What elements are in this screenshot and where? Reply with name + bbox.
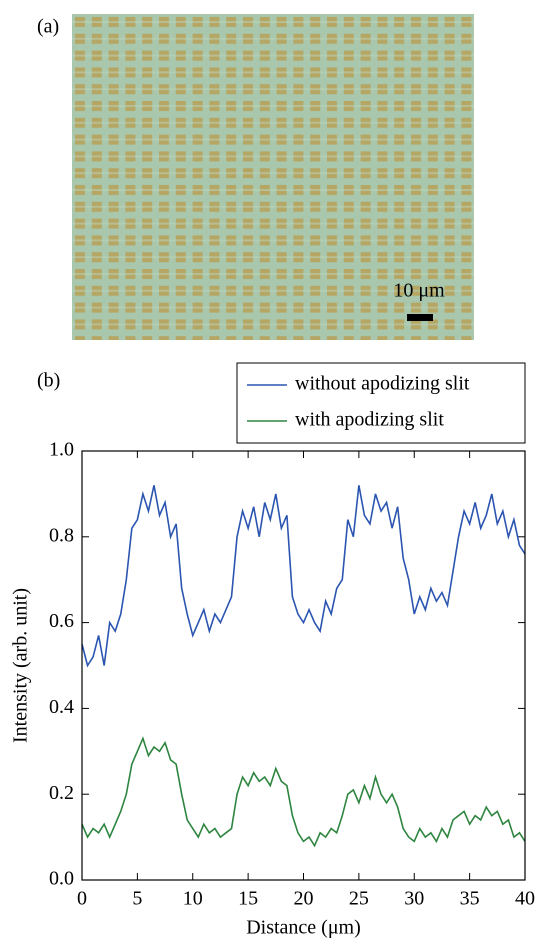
x-tick-label: 0 [77, 888, 87, 910]
y-tick-label: 0.0 [49, 868, 74, 890]
panel-label: (b) [37, 370, 60, 392]
scale-bar-label: 10 μm [393, 280, 445, 302]
plot-frame [81, 450, 526, 881]
legend-label: with apodizing slit [295, 409, 444, 431]
y-tick-label: 1.0 [49, 439, 74, 461]
y-tick-label: 0.4 [49, 696, 74, 718]
scale-bar [407, 314, 433, 321]
y-tick-label: 0.6 [49, 610, 74, 632]
y-axis-label: Intensity (arb. unit) [10, 588, 32, 743]
y-tick-label: 0.2 [49, 782, 74, 804]
x-tick-label: 15 [238, 888, 258, 910]
x-tick-label: 30 [404, 888, 424, 910]
x-tick-label: 5 [132, 888, 142, 910]
data-line [81, 736, 526, 848]
panel-label: (a) [37, 16, 59, 38]
legend-label: without apodizing slit [295, 373, 470, 395]
x-tick-label: 10 [183, 888, 203, 910]
x-tick-label: 25 [349, 888, 369, 910]
x-tick-label: 35 [460, 888, 480, 910]
micrograph [72, 14, 474, 340]
x-axis-label: Distance (μm) [246, 917, 361, 939]
y-tick-label: 0.8 [49, 524, 74, 546]
x-tick-label: 20 [294, 888, 314, 910]
legend-box [236, 362, 526, 444]
data-line [81, 485, 526, 668]
x-tick-label: 40 [515, 888, 535, 910]
